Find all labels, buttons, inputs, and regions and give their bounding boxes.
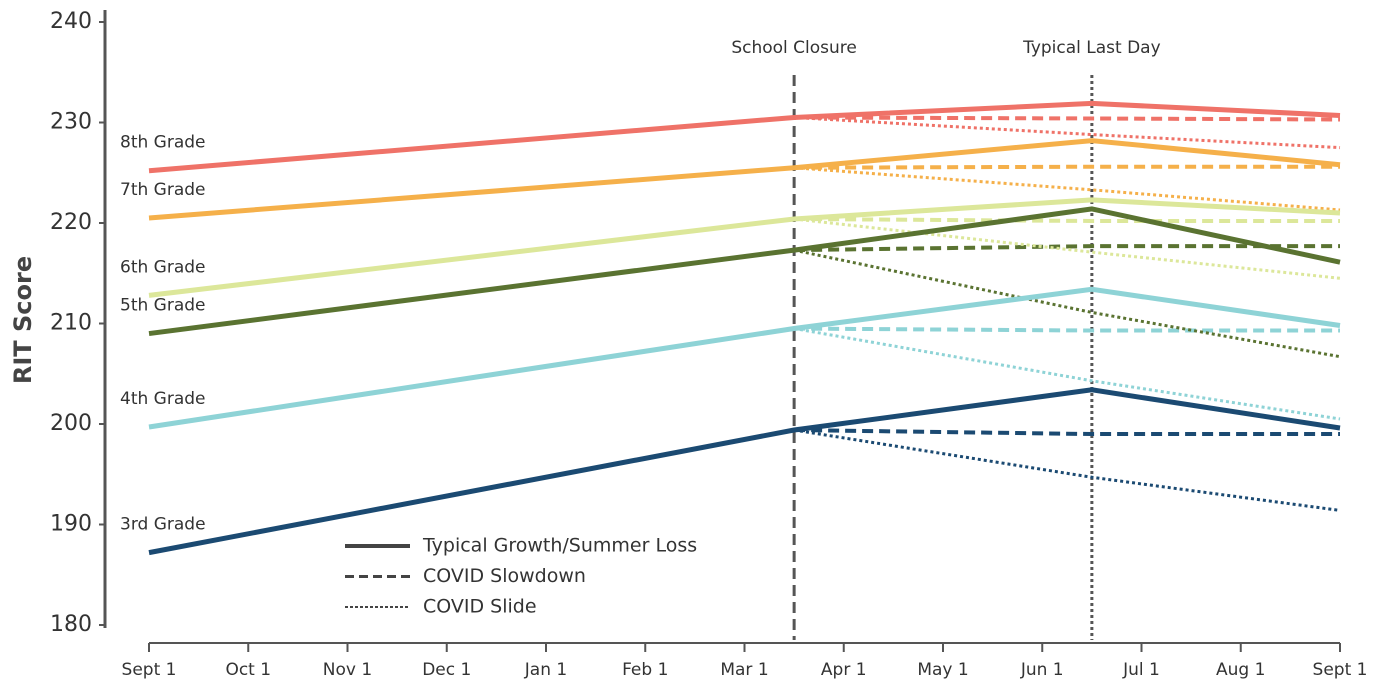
x-tick-label: Dec 1 — [422, 660, 471, 680]
series-line — [794, 166, 1341, 212]
y-tick-label: 180 — [50, 612, 92, 637]
series-line — [148, 197, 1341, 298]
series-line — [793, 217, 1341, 280]
series-label: 3rd Grade — [120, 515, 206, 535]
legend-label: Typical Growth/Summer Loss — [422, 535, 697, 557]
x-tick-label: Sept 1 — [122, 660, 177, 680]
series-line — [794, 164, 1340, 170]
series-line — [794, 216, 1340, 223]
series-line — [794, 115, 1341, 150]
x-tick-label: Oct 1 — [225, 660, 271, 680]
series-line — [148, 286, 1341, 430]
x-tick-label: Mar 1 — [720, 660, 768, 680]
x-tick-label: Sept 1 — [1313, 660, 1368, 680]
y-axis-label: RIT Score — [9, 256, 37, 384]
series-label: 6th Grade — [120, 257, 206, 277]
series-line — [148, 138, 1341, 221]
series-line — [793, 428, 1341, 512]
series-label: 5th Grade — [120, 296, 206, 316]
x-tick-label: Jul 1 — [1122, 660, 1160, 680]
series-label: 7th Grade — [120, 180, 206, 200]
x-tick-label: Jun 1 — [1020, 660, 1064, 680]
x-tick-label: Aug 1 — [1216, 660, 1265, 680]
y-tick-label: 200 — [50, 411, 92, 436]
x-tick-label: Feb 1 — [622, 660, 668, 680]
series-line — [793, 327, 1341, 421]
legend-label: COVID Slowdown — [423, 565, 586, 587]
series-line — [794, 326, 1340, 333]
y-tick-label: 220 — [50, 210, 92, 235]
y-tick-label: 210 — [50, 311, 92, 336]
y-tick-label: 190 — [50, 512, 92, 537]
series-line — [793, 248, 1341, 359]
x-tick-label: Jan 1 — [524, 660, 567, 680]
x-tick-label: Apr 1 — [821, 660, 867, 680]
series-line — [148, 100, 1341, 174]
annotation-label: Typical Last Day — [1022, 38, 1161, 58]
series-line — [794, 115, 1341, 122]
series-label: 8th Grade — [120, 133, 206, 153]
x-tick-label: May 1 — [917, 660, 968, 680]
x-tick-label: Nov 1 — [323, 660, 372, 680]
series-label: 4th Grade — [120, 389, 206, 409]
y-tick-label: 240 — [50, 9, 92, 34]
series-line — [148, 387, 1341, 556]
legend-label: COVID Slide — [423, 596, 537, 618]
series-line — [794, 428, 1340, 437]
annotation-label: School Closure — [731, 38, 857, 58]
series-line — [148, 206, 1341, 337]
y-tick-label: 230 — [50, 110, 92, 135]
